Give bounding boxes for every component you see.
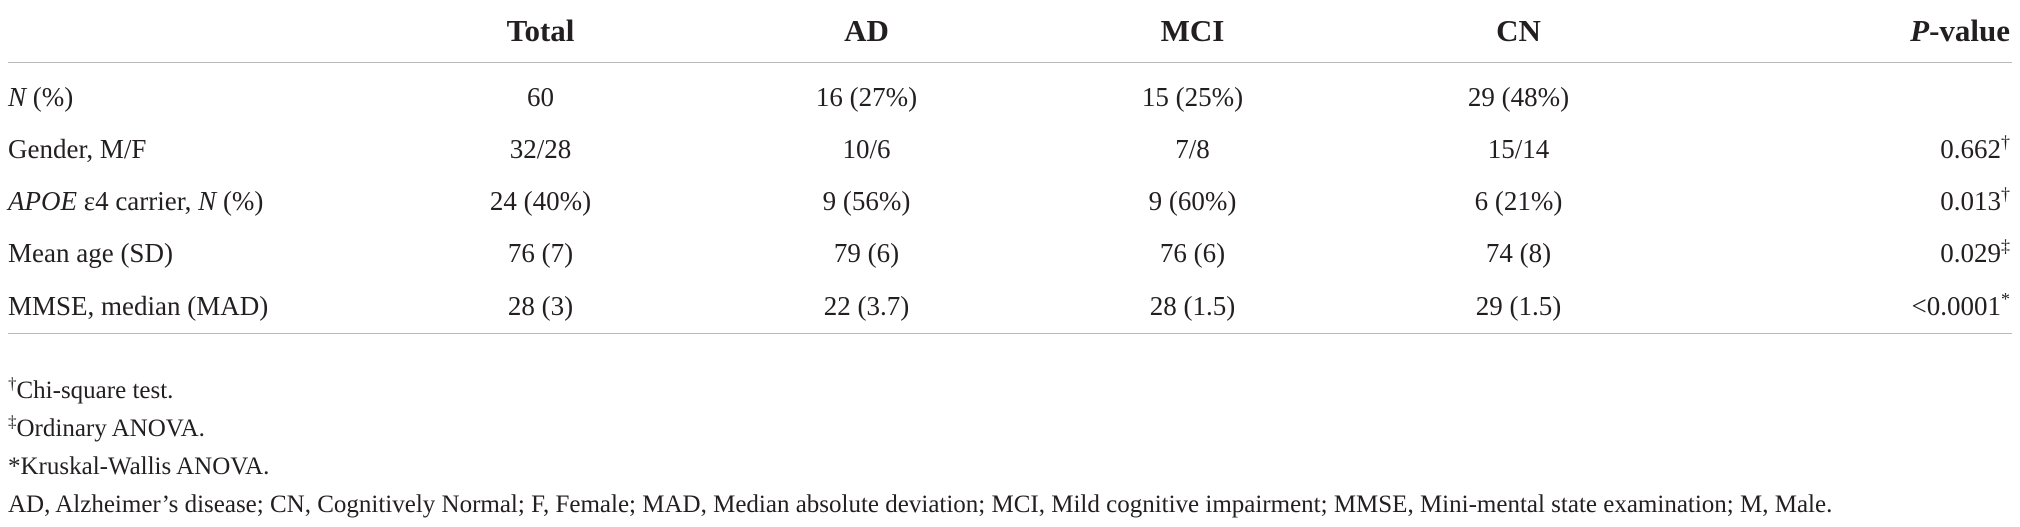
demographics-table: Total AD MCI CN P-value N (%) 60 16 (27%… <box>8 0 2012 334</box>
row-label: Mean age (SD) <box>8 237 173 268</box>
cell-total: 60 <box>527 81 554 112</box>
pvalue-text: 0.029 <box>1940 237 2001 268</box>
cell-ad: 9 (56%) <box>822 185 911 216</box>
cell-cn: 29 (1.5) <box>1355 279 1682 334</box>
pvalue-mark: * <box>2001 288 2010 309</box>
row-label-italic: N <box>198 185 217 216</box>
footnote-text: Chi-square test. <box>16 377 174 404</box>
cell-pvalue: 0.662† <box>1682 123 2012 175</box>
pvalue-mark: † <box>2001 131 2010 152</box>
header-pvalue-rest: -value <box>1929 13 2010 48</box>
table-row: APOE ε4 carrier, N (%) 24 (40%) 9 (56%) … <box>8 175 2012 227</box>
header-pvalue: P-value <box>1682 0 2012 63</box>
footnote-text: Kruskal-Wallis ANOVA. <box>20 453 270 480</box>
row-label-text: (%) <box>216 185 264 216</box>
cell-total: 28 (3) <box>378 279 703 334</box>
row-label: MMSE, median (MAD) <box>8 279 378 334</box>
cell-ad: 79 (6) <box>833 237 900 268</box>
table-row: N (%) 60 16 (27%) 15 (25%) 29 (48%) <box>8 63 2012 124</box>
pvalue-mark: † <box>2001 183 2010 204</box>
footnote: †Chi-square test. <box>8 372 2012 410</box>
footnote-abbreviations: AD, Alzheimer’s disease; CN, Cognitively… <box>8 486 2012 524</box>
row-label-text: ε4 carrier, <box>76 185 199 216</box>
header-row: Total AD MCI CN P-value <box>8 0 2012 63</box>
cell-cn: 15/14 <box>1487 133 1550 164</box>
row-label: Gender, M/F <box>8 133 147 164</box>
cell-pvalue: <0.0001* <box>1682 279 2012 334</box>
footnotes: †Chi-square test. ‡Ordinary ANOVA. *Krus… <box>8 372 2012 524</box>
cell-ad: 16 (27%) <box>815 81 918 112</box>
pvalue-mark: ‡ <box>2001 235 2010 256</box>
cell-mci: 7/8 <box>1175 133 1210 164</box>
table-row: Gender, M/F 32/28 10/6 7/8 15/14 0.662† <box>8 123 2012 175</box>
footnote-text: AD, Alzheimer’s disease; CN, Cognitively… <box>8 491 1833 518</box>
header-mci: MCI <box>1030 0 1355 63</box>
table-row: MMSE, median (MAD) 28 (3) 22 (3.7) 28 (1… <box>8 279 2012 334</box>
pvalue-text: <0.0001 <box>1911 290 2001 321</box>
cell-ad: 10/6 <box>842 133 891 164</box>
row-label-italic: APOE <box>8 185 77 216</box>
row-label: APOE ε4 carrier, N (%) <box>8 175 378 227</box>
cell-mci: 76 (6) <box>1159 237 1226 268</box>
cell-total: 32/28 <box>509 133 572 164</box>
row-label-italic: N <box>8 81 27 112</box>
row-label: N (%) <box>8 63 378 124</box>
cell-mci: 9 (60%) <box>1148 185 1237 216</box>
cell-cn: 29 (48%) <box>1467 81 1570 112</box>
cell-mci: 15 (25%) <box>1141 81 1244 112</box>
header-total: Total <box>378 0 703 63</box>
cell-mci: 28 (1.5) <box>1030 279 1355 334</box>
cell-cn: 6 (21%) <box>1474 185 1563 216</box>
header-label <box>8 0 378 63</box>
table-row: Mean age (SD) 76 (7) 79 (6) 76 (6) 74 (8… <box>8 227 2012 279</box>
cell-pvalue <box>1682 63 2012 124</box>
cell-cn: 74 (8) <box>1485 237 1552 268</box>
cell-total: 24 (40%) <box>489 185 592 216</box>
cell-ad: 22 (3.7) <box>703 279 1030 334</box>
header-pvalue-letter: P <box>1910 13 1930 48</box>
cell-pvalue: 0.029‡ <box>1682 227 2012 279</box>
footnote-mark: * <box>8 453 21 480</box>
footnote-text: Ordinary ANOVA. <box>16 415 205 442</box>
header-ad: AD <box>703 0 1030 63</box>
row-label-text: (%) <box>26 81 74 112</box>
pvalue-text: 0.013 <box>1940 185 2001 216</box>
footnote-mark: ‡ <box>8 412 17 431</box>
footnote-mark: † <box>8 374 17 393</box>
header-cn: CN <box>1355 0 1682 63</box>
footnote: ‡Ordinary ANOVA. <box>8 410 2012 448</box>
cell-total: 76 (7) <box>507 237 574 268</box>
cell-pvalue: 0.013† <box>1682 175 2012 227</box>
pvalue-text: 0.662 <box>1940 133 2001 164</box>
footnote: *Kruskal-Wallis ANOVA. <box>8 448 2012 486</box>
